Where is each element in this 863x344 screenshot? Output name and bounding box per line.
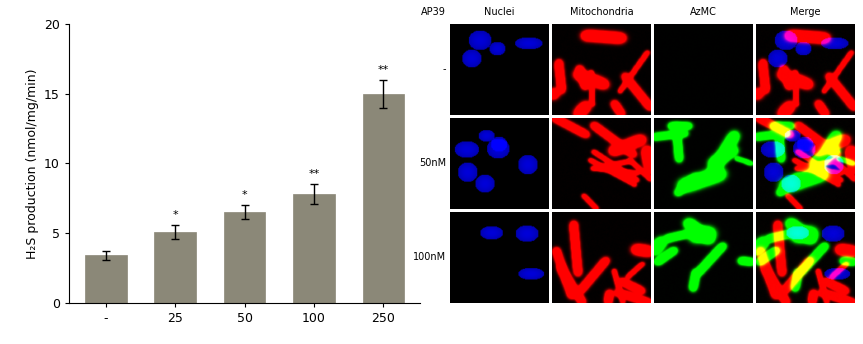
Text: 50nM: 50nM bbox=[419, 158, 446, 169]
Text: Nuclei: Nuclei bbox=[484, 7, 514, 17]
Text: AzMC: AzMC bbox=[690, 7, 717, 17]
Text: **: ** bbox=[308, 170, 319, 180]
Bar bbox=[85, 255, 127, 303]
Text: *: * bbox=[242, 190, 248, 200]
Text: AP39: AP39 bbox=[421, 7, 446, 17]
Text: Mitochondria: Mitochondria bbox=[570, 7, 633, 17]
Bar bbox=[362, 94, 404, 303]
Bar bbox=[154, 232, 196, 303]
Text: *: * bbox=[173, 210, 178, 220]
Text: Merge: Merge bbox=[791, 7, 821, 17]
Y-axis label: H₂S production (nmol/mg/min): H₂S production (nmol/mg/min) bbox=[26, 68, 39, 259]
Bar bbox=[293, 194, 335, 303]
Text: 100nM: 100nM bbox=[413, 252, 446, 262]
Text: **: ** bbox=[378, 65, 389, 75]
Bar bbox=[224, 212, 266, 303]
Text: -: - bbox=[443, 64, 446, 74]
